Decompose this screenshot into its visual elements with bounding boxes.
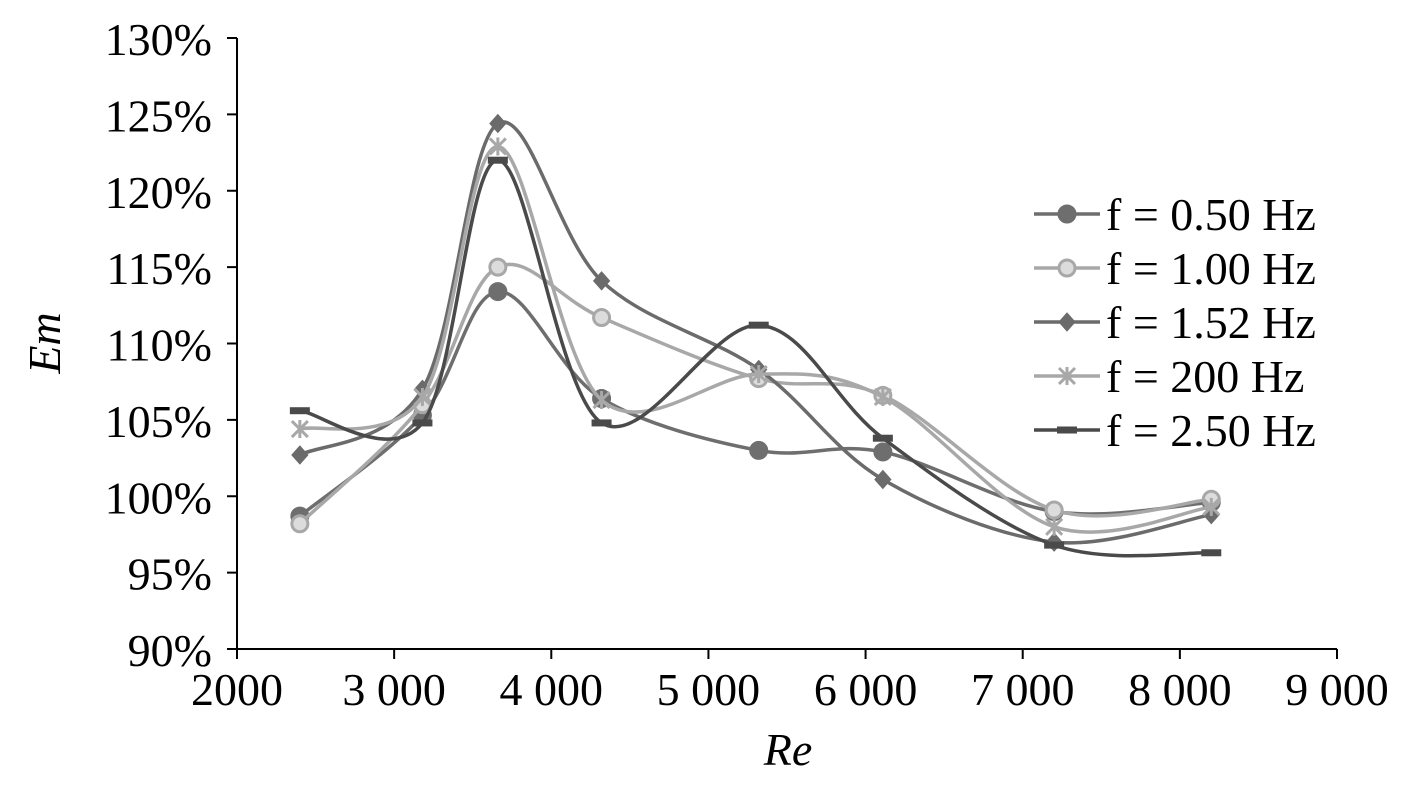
y-tick-label: 90% <box>128 625 212 676</box>
data-point-series-1 <box>873 442 893 462</box>
x-tick-label: 6 000 <box>814 664 918 715</box>
x-tick-label: 2000 <box>191 664 283 715</box>
y-tick-label: 120% <box>105 167 212 218</box>
x-tick-label: 8 000 <box>1128 664 1232 715</box>
data-point-series-5 <box>487 156 508 164</box>
data-point-series-5 <box>591 419 612 427</box>
data-point-series-5 <box>412 419 433 427</box>
series-line-3 <box>299 120 1212 545</box>
y-tick-label: 105% <box>105 396 212 447</box>
data-point-series-2 <box>1044 500 1064 520</box>
y-tick-label: 130% <box>105 14 212 65</box>
legend-label: f = 1.00 Hz <box>1106 243 1316 294</box>
data-point-series-5 <box>1201 549 1222 557</box>
x-ticks: 2000 3 000 4 000 5 000 6 000 7 000 8 000 9 000 <box>191 649 1389 715</box>
y-tick-label: 115% <box>106 243 212 294</box>
series-line-4 <box>299 144 1212 534</box>
data-point-series-4 <box>1045 517 1064 536</box>
x-tick-label: 7 000 <box>971 664 1075 715</box>
data-point-series-2 <box>290 514 310 534</box>
data-point-series-4 <box>1202 497 1221 517</box>
legend-label: f = 1.52 Hz <box>1106 297 1316 348</box>
legend-marker <box>1057 258 1077 278</box>
data-point-series-3 <box>489 113 507 134</box>
data-point-series-2 <box>488 257 508 277</box>
y-tick-label: 95% <box>128 549 212 600</box>
x-axis-title: Re <box>763 724 813 775</box>
data-point-series-4 <box>413 387 432 407</box>
legend-marker <box>1057 204 1077 224</box>
data-point-series-4 <box>488 137 507 156</box>
data-point-series-3 <box>874 469 892 490</box>
y-ticks: 90% 95% 100% 105% 110% 115% 120% 125% 130% <box>105 14 237 676</box>
legend-label: f = 0.50 Hz <box>1106 189 1316 240</box>
y-tick-label: 110% <box>106 320 212 371</box>
legend-marker <box>1057 426 1077 434</box>
legend-marker <box>1058 312 1076 332</box>
x-tick-label: 9 000 <box>1285 664 1389 715</box>
y-axis-title: Em <box>19 312 70 374</box>
data-point-series-1 <box>749 440 769 460</box>
data-point-series-4 <box>592 390 611 410</box>
legend-label: f = 2.50 Hz <box>1106 405 1316 456</box>
data-point-series-5 <box>1044 541 1065 549</box>
y-tick-label: 100% <box>105 472 212 523</box>
data-point-series-1 <box>488 282 508 302</box>
series-line-5 <box>299 158 1212 558</box>
data-point-series-4 <box>290 419 309 439</box>
data-point-series-4 <box>873 387 892 407</box>
y-tick-label: 125% <box>105 90 212 141</box>
data-point-series-4 <box>749 364 768 384</box>
legend-marker <box>1057 366 1077 386</box>
data-point-series-5 <box>872 434 893 442</box>
data-point-series-5 <box>289 407 310 415</box>
data-point-series-3 <box>592 271 611 291</box>
x-tick-label: 4 000 <box>500 664 604 715</box>
legend-label: f = 200 Hz <box>1106 351 1304 402</box>
data-point-series-5 <box>748 321 769 329</box>
x-tick-label: 3 000 <box>342 664 446 715</box>
data-point-series-2 <box>592 308 612 328</box>
x-tick-label: 5 000 <box>657 664 761 715</box>
data-point-series-3 <box>291 445 309 465</box>
series-layer <box>289 113 1222 558</box>
legend: f = 0.50 Hzf = 1.00 Hzf = 1.52 Hzf = 200… <box>1034 189 1316 456</box>
